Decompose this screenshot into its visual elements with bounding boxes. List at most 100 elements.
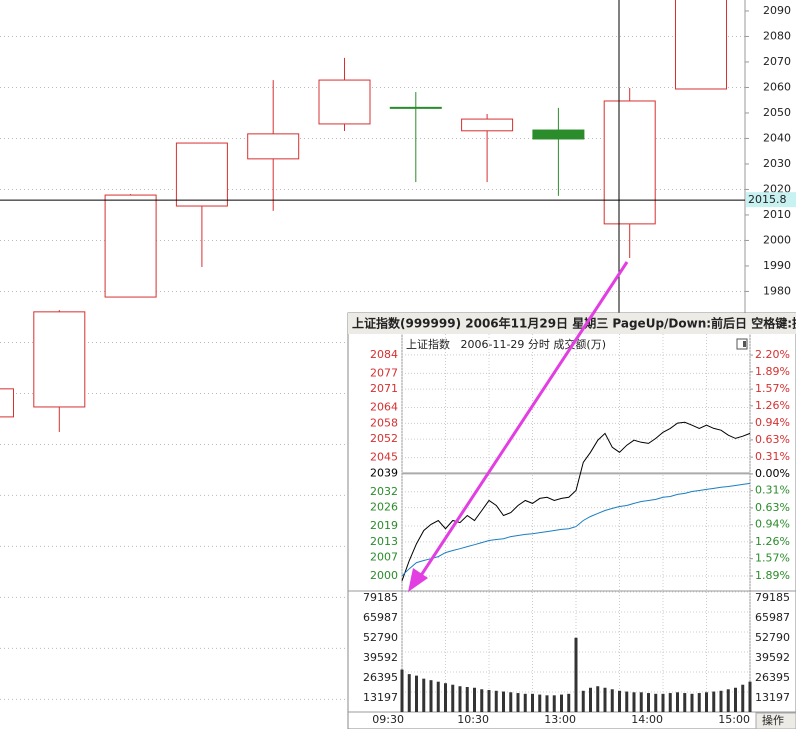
volume-bar [668, 693, 672, 712]
intraday-popup: 上证指数(999999) 2006年11月29日 星期三 PageUp/Down… [347, 312, 796, 729]
y-tick-label: 2045 [370, 451, 398, 464]
y2-tick-label: 0.63% [755, 433, 790, 446]
volume-bar [422, 678, 426, 712]
volume-bar [690, 693, 694, 712]
volume-bar [618, 690, 621, 712]
volume-bar [502, 691, 505, 712]
volume-bar [697, 693, 701, 712]
volume-bar [465, 686, 469, 712]
y2-tick-label: 1.26% [755, 535, 790, 548]
crosshair-label-box [746, 192, 796, 208]
y-tick-label: 39592 [363, 651, 398, 664]
y-tick-label: 2058 [370, 416, 398, 429]
popup-icon-part [743, 341, 746, 347]
volume-bar [523, 693, 527, 712]
action-button-label[interactable]: 操作 [762, 713, 784, 727]
volume-bar [509, 692, 513, 712]
volume-bar [734, 687, 737, 712]
volume-bar [748, 681, 752, 712]
y2-tick-label: 52790 [755, 631, 790, 644]
volume-bar [589, 687, 592, 712]
volume-bar [480, 689, 484, 712]
volume-bar [719, 690, 723, 712]
y-tick-label: 2000 [763, 233, 791, 246]
y2-tick-label: 26395 [755, 671, 790, 684]
y-tick-label: 2060 [763, 80, 791, 93]
y-tick-label: 2000 [370, 569, 398, 582]
y2-tick-label: 0.00% [755, 467, 790, 480]
y-tick-label: 2077 [370, 366, 398, 379]
volume-bar [683, 693, 687, 712]
y-tick-label: 2039 [370, 466, 398, 479]
y-tick-label: 2019 [370, 519, 398, 532]
volume-bar [436, 681, 440, 712]
volume-bar [596, 686, 600, 712]
y-tick-label: 2052 [370, 432, 398, 445]
popup-frame [347, 312, 796, 729]
volume-bar [632, 692, 636, 712]
volume-bar [647, 693, 650, 712]
volume-bar [560, 694, 563, 712]
candle-body [247, 133, 300, 160]
y2-tick-label: 0.31% [755, 484, 790, 497]
y-tick-label: 1980 [763, 284, 791, 297]
popup-icon[interactable] [736, 338, 748, 350]
volume-bar [451, 684, 455, 712]
y-tick-label: 2064 [370, 401, 398, 414]
popup-titlebar [348, 313, 796, 334]
arrow-head [408, 568, 428, 592]
candle-body [675, 0, 727, 90]
candle-body [389, 106, 442, 109]
y-tick-label: 1990 [763, 259, 791, 272]
volume-bar [676, 692, 679, 712]
y-tick-label: 2030 [763, 157, 791, 170]
volume-bar [458, 686, 462, 712]
y-tick-label: 2032 [370, 485, 398, 498]
x-tick-label: 14:00 [631, 713, 663, 726]
volume-bar [407, 674, 411, 712]
y2-tick-label: 1.89% [755, 569, 790, 582]
y2-tick-label: 39592 [755, 651, 790, 664]
y2-tick-label: 1.57% [755, 382, 790, 395]
y-tick-label: 2090 [763, 4, 791, 17]
popup-subtitle: 上证指数 2006-11-29 分时 成交额(万) [406, 337, 606, 351]
y-tick-label: 2071 [370, 382, 398, 395]
volume-bar [400, 669, 404, 712]
y2-tick-label: 79185 [755, 591, 790, 604]
y-tick-label: 52790 [363, 631, 398, 644]
volume-bar [487, 690, 491, 712]
y2-tick-label: 1.26% [755, 399, 790, 412]
candle-body [0, 388, 14, 418]
candle-body [318, 79, 371, 125]
volume-bar [473, 687, 476, 712]
volume-bar [574, 637, 578, 712]
y-tick-label: 2050 [763, 106, 791, 119]
volume-bar [538, 694, 542, 712]
candle-body [603, 100, 656, 225]
price-line [401, 482, 751, 577]
y-tick-label: 2007 [370, 551, 398, 564]
volume-bar [625, 691, 629, 712]
candle-body [532, 129, 585, 140]
y-tick-label: 65987 [363, 611, 398, 624]
volume-bar [531, 693, 534, 712]
y2-tick-label: 65987 [755, 611, 790, 624]
volume-bar [726, 689, 730, 712]
crosshair-label: 2015.8 [748, 193, 787, 206]
y2-tick-label: 1.89% [755, 365, 790, 378]
price-line [401, 421, 751, 581]
volume-bar [567, 693, 571, 712]
action-button[interactable] [755, 712, 796, 729]
volume-bar [639, 692, 643, 712]
arrow-shaft [418, 261, 629, 578]
x-tick-label: 10:30 [457, 713, 489, 726]
volume-bar [741, 684, 745, 712]
volume-bar [661, 693, 665, 712]
volume-bar [654, 693, 658, 712]
y2-tick-label: 0.31% [755, 450, 790, 463]
volume-bar [415, 675, 418, 712]
y-tick-label: 2013 [370, 535, 398, 548]
x-tick-label: 13:00 [544, 713, 576, 726]
